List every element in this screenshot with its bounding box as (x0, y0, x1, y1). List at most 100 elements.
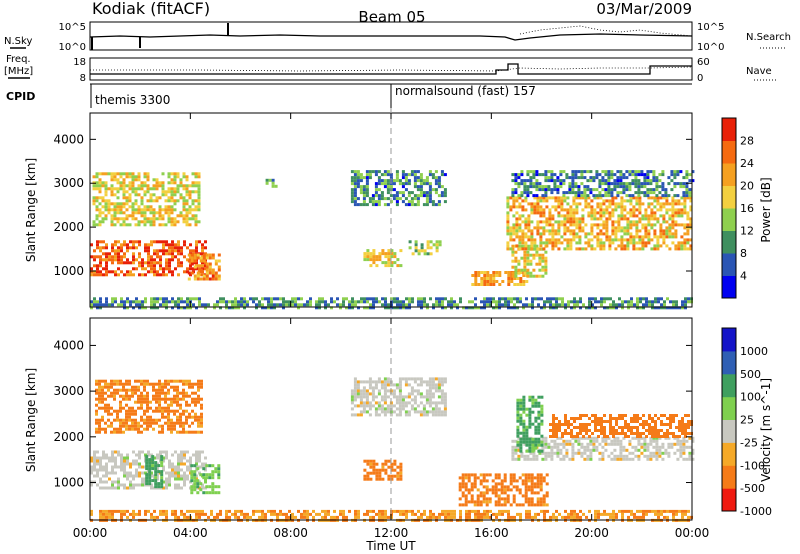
data-cell (477, 274, 481, 277)
data-cell (149, 217, 153, 221)
data-cell (610, 176, 614, 180)
data-cell (120, 456, 123, 460)
data-cell (183, 483, 186, 487)
data-cell (208, 491, 212, 495)
data-cell (404, 176, 408, 180)
data-cell (171, 273, 174, 277)
data-cell (503, 491, 507, 495)
data-cell (619, 185, 623, 189)
data-cell (132, 486, 135, 490)
data-cell (552, 420, 555, 423)
data-cell (600, 426, 603, 429)
data-cell (515, 503, 519, 507)
data-cell (532, 451, 536, 455)
data-cell (604, 182, 608, 186)
data-cell (638, 196, 642, 200)
data-cell (162, 480, 165, 484)
data-cell (434, 188, 438, 192)
data-cell (619, 170, 623, 174)
data-cell (534, 419, 538, 423)
data-cell (603, 435, 606, 438)
data-cell (140, 211, 144, 215)
data-cell (467, 500, 471, 504)
data-cell (530, 482, 534, 486)
data-cell (684, 426, 687, 429)
data-cell (664, 194, 668, 198)
data-cell (392, 194, 396, 198)
data-cell (498, 283, 502, 286)
data-cell (119, 409, 122, 413)
data-cell (642, 303, 645, 307)
data-cell (531, 422, 535, 426)
data-cell (384, 303, 387, 307)
data-cell (126, 306, 129, 310)
data-cell (159, 453, 162, 457)
data-cell (552, 432, 555, 435)
data-cell (614, 235, 618, 239)
data-cell (489, 283, 493, 286)
data-cell (614, 208, 618, 212)
data-cell (656, 235, 660, 239)
data-cell (137, 424, 140, 428)
data-cell (177, 240, 180, 244)
data-cell (538, 173, 542, 177)
data-cell (125, 421, 128, 425)
data-cell (613, 442, 617, 446)
data-cell (158, 205, 162, 209)
data-cell (684, 306, 687, 310)
data-cell (131, 427, 134, 431)
data-cell (513, 297, 516, 301)
data-cell (428, 197, 432, 201)
data-cell (198, 453, 201, 457)
data-cell (515, 488, 519, 492)
data-cell (204, 480, 207, 484)
data-cell (151, 464, 155, 468)
data-cell (519, 277, 523, 280)
data-cell (182, 397, 185, 401)
data-cell (198, 486, 201, 490)
data-cell (246, 512, 249, 516)
data-cell (353, 413, 357, 417)
data-cell (195, 509, 198, 513)
data-cell (381, 261, 385, 265)
data-cell (547, 185, 551, 189)
data-cell (104, 403, 107, 407)
data-cell (428, 389, 432, 393)
data-cell (383, 383, 387, 387)
data-cell (527, 220, 531, 224)
data-cell (671, 241, 675, 245)
data-cell (122, 217, 126, 221)
data-cell (176, 379, 179, 383)
data-cell (614, 220, 618, 224)
data-cell (665, 199, 669, 203)
data-cell (649, 436, 653, 440)
data-cell (506, 226, 510, 230)
data-cell (300, 297, 303, 301)
data-cell (207, 515, 210, 519)
data-cell (177, 456, 180, 460)
data-cell (143, 220, 147, 224)
data-cell (510, 280, 514, 283)
data-cell (336, 303, 339, 307)
data-cell (98, 202, 102, 206)
data-cell (665, 208, 669, 212)
data-cell (188, 394, 191, 398)
data-cell (180, 249, 183, 253)
data-cell (655, 445, 659, 449)
data-cell (659, 202, 663, 206)
data-cell (96, 474, 99, 478)
data-cell (140, 424, 143, 428)
data-cell (374, 407, 378, 411)
data-cell (117, 453, 120, 457)
data-cell (552, 435, 555, 438)
data-cell (180, 456, 183, 460)
data-cell (623, 232, 627, 236)
data-cell (231, 300, 234, 304)
data-cell (201, 462, 204, 466)
data-cell (171, 453, 174, 457)
data-cell (353, 179, 357, 183)
data-cell (657, 429, 660, 432)
data-cell (141, 273, 144, 277)
data-cell (185, 400, 188, 404)
data-cell (544, 262, 548, 266)
